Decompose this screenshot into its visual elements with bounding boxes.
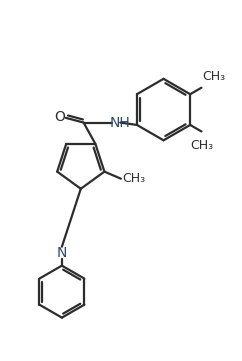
Text: CH₃: CH₃: [190, 139, 213, 152]
Text: CH₃: CH₃: [203, 70, 226, 83]
Text: CH₃: CH₃: [122, 172, 145, 185]
Text: O: O: [54, 110, 65, 124]
Text: NH: NH: [110, 116, 131, 130]
Text: N: N: [57, 245, 67, 260]
